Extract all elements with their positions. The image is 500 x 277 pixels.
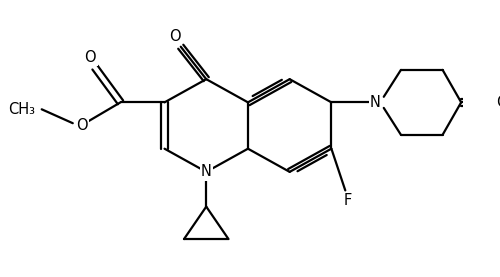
Text: F: F — [344, 193, 351, 208]
Text: N: N — [370, 95, 381, 110]
Text: O: O — [84, 50, 96, 65]
Text: CH₃: CH₃ — [8, 102, 35, 117]
Text: O: O — [496, 95, 500, 110]
Text: O: O — [84, 50, 96, 65]
Text: O: O — [76, 118, 88, 133]
Text: O: O — [170, 29, 181, 44]
Text: O: O — [170, 29, 181, 44]
Text: O: O — [76, 118, 88, 133]
Text: O: O — [496, 95, 500, 110]
Text: F: F — [344, 193, 351, 208]
Text: CH₃: CH₃ — [8, 102, 35, 117]
Text: N: N — [370, 95, 381, 110]
Text: N: N — [201, 164, 211, 179]
